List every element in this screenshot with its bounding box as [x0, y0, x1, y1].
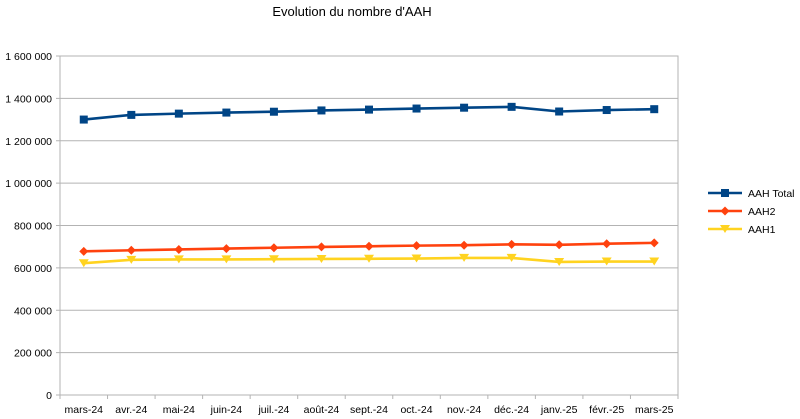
- data-point: [602, 239, 612, 249]
- data-point: [602, 106, 611, 115]
- data-point: [269, 243, 279, 253]
- data-point: [411, 254, 422, 263]
- data-point: [269, 107, 278, 116]
- series-aah2: [79, 238, 659, 256]
- data-point: [316, 242, 326, 252]
- x-tick-label: oct.-24: [400, 404, 432, 416]
- data-point: [601, 257, 612, 266]
- chart-title: Evolution du nombre d'AAH: [272, 4, 431, 19]
- y-tick-label: 400 000: [14, 305, 52, 317]
- data-point: [221, 255, 232, 264]
- data-point: [222, 108, 231, 117]
- x-tick-label: janv.-25: [540, 404, 578, 416]
- data-point: [649, 238, 659, 248]
- data-point: [412, 241, 422, 251]
- legend-label: AAH2: [748, 206, 776, 218]
- x-tick-label: juin-24: [210, 404, 243, 416]
- x-tick-label: déc.-24: [494, 404, 529, 416]
- data-point: [174, 244, 184, 254]
- data-point: [221, 244, 231, 254]
- series-aah-total: [79, 102, 659, 124]
- data-point: [364, 254, 374, 263]
- y-tick-label: 200 000: [14, 348, 52, 360]
- data-point: [554, 257, 565, 266]
- data-point: [316, 254, 327, 263]
- data-point: [126, 255, 137, 264]
- legend-marker: [721, 189, 729, 197]
- y-tick-label: 800 000: [14, 221, 52, 233]
- data-point: [317, 106, 326, 115]
- data-point: [127, 110, 136, 119]
- x-tick-label: mai-24: [163, 404, 195, 416]
- y-tick-label: 1 400 000: [5, 93, 52, 105]
- series-aah1: [78, 253, 660, 268]
- data-point: [506, 253, 517, 262]
- y-tick-label: 1 600 000: [5, 51, 52, 63]
- data-point: [174, 109, 183, 118]
- series-group: [78, 102, 660, 268]
- x-axis-ticks: mars-24 avr.-24 mai-24 juin-24 juil.-24 août-…: [59, 395, 679, 416]
- data-point: [554, 240, 564, 250]
- data-point: [459, 240, 469, 250]
- data-point: [650, 105, 659, 114]
- x-tick-label: août-24: [304, 404, 340, 416]
- data-point: [268, 255, 279, 264]
- data-point: [507, 102, 516, 111]
- legend-marker: [720, 206, 730, 216]
- x-tick-label: nov.-24: [447, 404, 481, 416]
- data-point: [79, 246, 89, 256]
- x-tick-label: sept.-24: [350, 404, 388, 416]
- x-tick-label: avr.-24: [115, 404, 147, 416]
- y-axis-ticks: 0 200 000 400 000 600 000 800 000 1 000 000 1 …: [5, 51, 52, 402]
- data-point: [555, 107, 564, 116]
- data-point: [649, 257, 660, 266]
- legend-marker: [720, 225, 730, 233]
- legend-label: AAH Total: [748, 188, 795, 200]
- data-point: [173, 255, 184, 264]
- x-tick-label: mars-25: [635, 404, 674, 416]
- y-tick-label: 600 000: [14, 263, 52, 275]
- x-tick-label: févr.-25: [589, 404, 624, 416]
- y-tick-label: 0: [46, 390, 52, 402]
- legend-label: AAH1: [748, 224, 776, 236]
- y-tick-label: 1 000 000: [5, 178, 52, 190]
- x-tick-label: mars-24: [65, 404, 104, 416]
- data-point: [412, 104, 421, 113]
- data-point: [507, 239, 517, 249]
- x-tick-label: juil.-24: [257, 404, 289, 416]
- data-point: [79, 115, 88, 124]
- legend: AAH Total AAH2 AAH1: [708, 188, 795, 236]
- y-tick-label: 1 200 000: [5, 136, 52, 148]
- data-point: [364, 241, 374, 251]
- grid: [56, 55, 679, 396]
- data-point: [459, 253, 470, 262]
- data-point: [460, 103, 469, 112]
- data-point: [365, 105, 373, 114]
- data-point: [78, 259, 89, 268]
- data-point: [126, 245, 136, 255]
